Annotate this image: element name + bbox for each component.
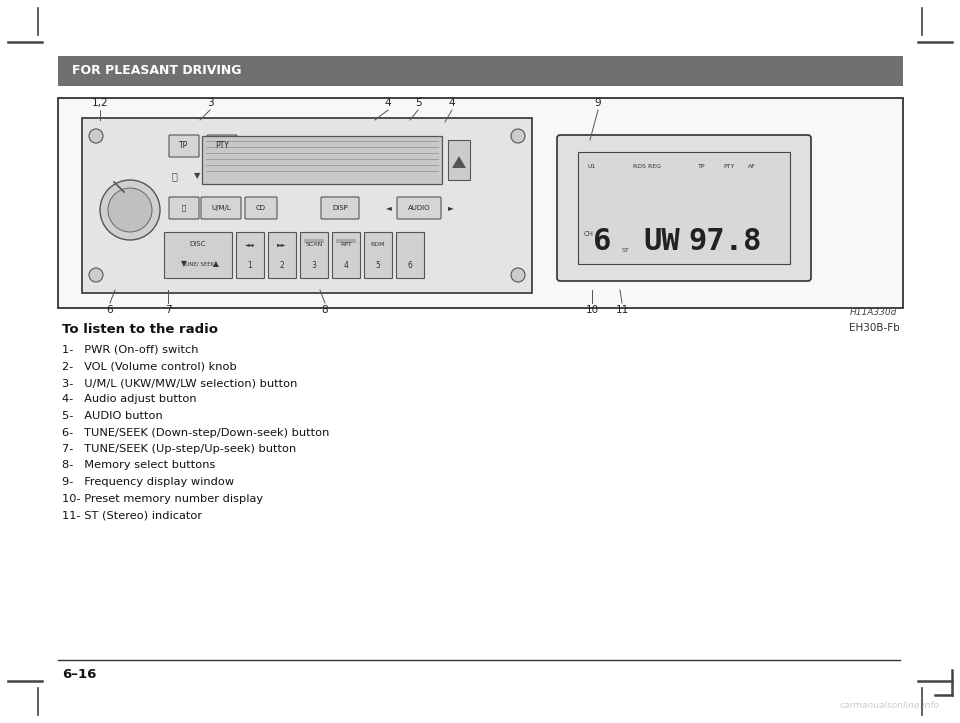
FancyBboxPatch shape	[236, 232, 264, 278]
FancyBboxPatch shape	[304, 239, 324, 243]
Text: U/M/L: U/M/L	[211, 205, 230, 211]
FancyBboxPatch shape	[58, 98, 903, 308]
Text: 10: 10	[586, 305, 599, 315]
Text: RDS REG: RDS REG	[633, 163, 661, 168]
Text: U1: U1	[588, 163, 596, 168]
Text: DISP: DISP	[332, 205, 348, 211]
Text: ▲: ▲	[213, 260, 219, 268]
Text: 8: 8	[322, 305, 328, 315]
Text: 1,2: 1,2	[92, 98, 108, 108]
Text: H11A330d: H11A330d	[850, 308, 897, 317]
Circle shape	[100, 180, 160, 240]
Text: 4: 4	[448, 98, 455, 108]
Text: TP: TP	[698, 163, 706, 168]
Text: 7-   TUNE/SEEK (Up-step/Up-seek) button: 7- TUNE/SEEK (Up-step/Up-seek) button	[62, 444, 297, 454]
Text: 6–16: 6–16	[62, 668, 96, 681]
FancyBboxPatch shape	[207, 135, 237, 157]
FancyBboxPatch shape	[82, 118, 532, 293]
FancyBboxPatch shape	[578, 152, 790, 264]
Text: UW: UW	[643, 228, 680, 257]
Circle shape	[89, 268, 103, 282]
Text: TP: TP	[180, 142, 188, 150]
Text: ►►: ►►	[277, 242, 287, 247]
Text: 4: 4	[344, 260, 348, 270]
Text: 8-   Memory select buttons: 8- Memory select buttons	[62, 461, 215, 471]
Text: 3: 3	[312, 260, 317, 270]
Text: carmanualsonline.info: carmanualsonline.info	[840, 701, 940, 710]
Text: SCAN: SCAN	[305, 242, 323, 247]
Text: 3-   U/M/L (UKW/MW/LW selection) button: 3- U/M/L (UKW/MW/LW selection) button	[62, 378, 298, 388]
FancyBboxPatch shape	[169, 135, 199, 157]
Text: 11- ST (Stereo) indicator: 11- ST (Stereo) indicator	[62, 510, 203, 520]
FancyBboxPatch shape	[332, 232, 360, 278]
FancyBboxPatch shape	[169, 197, 199, 219]
Text: 5: 5	[375, 260, 380, 270]
FancyBboxPatch shape	[364, 232, 392, 278]
Text: 9-   Frequency display window: 9- Frequency display window	[62, 477, 234, 487]
FancyBboxPatch shape	[201, 197, 241, 219]
Text: PTY: PTY	[215, 142, 228, 150]
Text: AF: AF	[748, 163, 756, 168]
FancyBboxPatch shape	[202, 136, 442, 184]
Text: ◄◄: ◄◄	[245, 242, 254, 247]
FancyBboxPatch shape	[448, 140, 470, 180]
Text: 5: 5	[415, 98, 421, 108]
Text: PTY: PTY	[723, 163, 734, 168]
Text: ▼: ▼	[181, 260, 187, 268]
Circle shape	[108, 188, 152, 232]
Circle shape	[511, 268, 525, 282]
Text: ►: ►	[448, 203, 454, 213]
Circle shape	[511, 129, 525, 143]
Text: 7: 7	[165, 305, 171, 315]
Text: DISC: DISC	[190, 241, 206, 247]
Text: Ⓘ: Ⓘ	[181, 205, 186, 211]
Circle shape	[89, 129, 103, 143]
Text: 1: 1	[248, 260, 252, 270]
Text: 5-   AUDIO button: 5- AUDIO button	[62, 411, 163, 421]
Text: Ⓘ: Ⓘ	[171, 171, 177, 181]
FancyBboxPatch shape	[245, 197, 277, 219]
Text: RPT: RPT	[340, 242, 352, 247]
Text: 6: 6	[593, 228, 612, 257]
Text: 4-   Audio adjust button: 4- Audio adjust button	[62, 395, 197, 404]
Text: 3: 3	[206, 98, 213, 108]
Text: 2-   VOL (Volume control) knob: 2- VOL (Volume control) knob	[62, 362, 237, 372]
FancyBboxPatch shape	[321, 197, 359, 219]
Text: ◄: ◄	[386, 203, 392, 213]
Text: 6: 6	[107, 305, 113, 315]
Text: RDM: RDM	[371, 242, 385, 247]
FancyBboxPatch shape	[300, 232, 328, 278]
Text: CH: CH	[584, 231, 594, 237]
Text: FOR PLEASANT DRIVING: FOR PLEASANT DRIVING	[72, 64, 242, 77]
Text: 11: 11	[615, 305, 629, 315]
Text: 1-   PWR (On-off) switch: 1- PWR (On-off) switch	[62, 345, 199, 355]
FancyBboxPatch shape	[397, 197, 441, 219]
FancyBboxPatch shape	[268, 232, 296, 278]
Text: 6: 6	[408, 260, 413, 270]
FancyBboxPatch shape	[557, 135, 811, 281]
Text: CD: CD	[256, 205, 266, 211]
Text: TUNE/ SEEK: TUNE/ SEEK	[182, 262, 214, 267]
Text: ST: ST	[622, 247, 630, 252]
FancyBboxPatch shape	[164, 232, 232, 278]
FancyBboxPatch shape	[396, 232, 424, 278]
Text: EH30B-Fb: EH30B-Fb	[850, 323, 900, 333]
Text: 6-   TUNE/SEEK (Down-step/Down-seek) button: 6- TUNE/SEEK (Down-step/Down-seek) butto…	[62, 427, 329, 437]
FancyBboxPatch shape	[336, 239, 356, 243]
Text: 2: 2	[279, 260, 284, 270]
Text: 4: 4	[385, 98, 392, 108]
Text: To listen to the radio: To listen to the radio	[62, 323, 218, 336]
Text: 9: 9	[594, 98, 601, 108]
FancyBboxPatch shape	[58, 56, 903, 86]
Text: 10- Preset memory number display: 10- Preset memory number display	[62, 494, 263, 503]
Polygon shape	[452, 156, 466, 168]
Text: 97.8: 97.8	[688, 228, 761, 257]
Text: AUDIO: AUDIO	[408, 205, 430, 211]
Text: ▼: ▼	[194, 171, 201, 181]
